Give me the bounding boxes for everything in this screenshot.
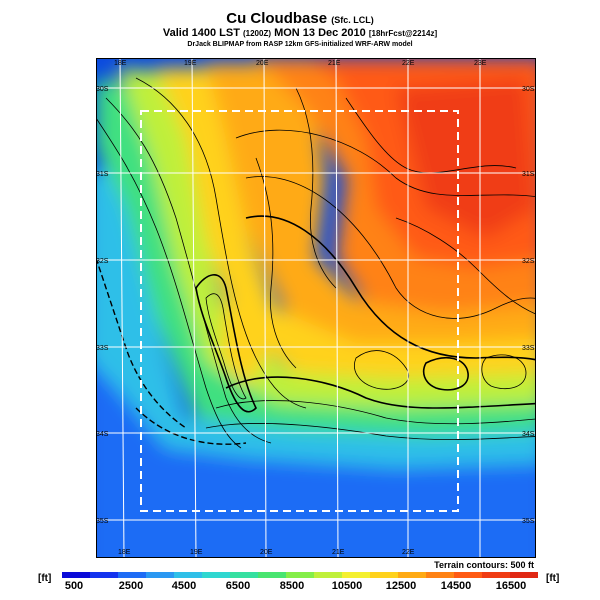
lat-label: 34S (522, 431, 535, 438)
colorbar-tick: 6500 (225, 580, 251, 592)
map-title: Cu Cloudbase (Sfc. LCL) (226, 10, 374, 27)
colorbar-tick: 10500 (331, 580, 363, 592)
colorbar-unit-left: [ft] (38, 573, 52, 584)
lon-label: 22E (402, 60, 415, 67)
colorbar-swatch (202, 572, 231, 578)
colorbar-swatch (398, 572, 427, 578)
terrain-contours (96, 77, 536, 449)
colorbar-tick: 500 (64, 580, 84, 592)
colorbar-swatch (286, 572, 315, 578)
colorbar-swatch (454, 572, 483, 578)
graticule (96, 58, 536, 558)
model-credit: DrJack BLIPMAP from RASP 12km GFS-initia… (187, 41, 413, 48)
lon-label: 23E (474, 60, 487, 67)
terrain-contour-note: Terrain contours: 500 ft (434, 560, 534, 570)
colorbar-tick: 12500 (385, 580, 417, 592)
colorbar-tick: 2500 (118, 580, 144, 592)
lon-labels-top: 18E 19E 20E 21E 22E 23E (114, 60, 487, 67)
lat-label: 31S (522, 171, 535, 178)
colorbar (62, 572, 538, 578)
lat-label: 30S (522, 86, 535, 93)
colorbar-tick: 4500 (171, 580, 197, 592)
lon-labels-bottom: 18E 19E 20E 21E 22E (118, 549, 415, 556)
colorbar-swatch (174, 572, 203, 578)
lon-label: 21E (332, 549, 345, 556)
lon-label: 20E (256, 60, 269, 67)
colorbar-tick: 14500 (440, 580, 472, 592)
colorbar-swatch (342, 572, 371, 578)
lon-label: 20E (260, 549, 273, 556)
colorbar-unit-right: [ft] (546, 573, 560, 584)
lat-label: 33S (522, 345, 535, 352)
lon-label: 18E (118, 549, 131, 556)
colorbar-swatch (62, 572, 91, 578)
inner-domain-box (140, 110, 459, 512)
lon-label: 18E (114, 60, 127, 67)
colorbar-tick: 16500 (495, 580, 527, 592)
lat-label: 32S (96, 258, 109, 265)
colorbar-swatch (314, 572, 343, 578)
valid-time: Valid 1400 LST (1200Z) MON 13 Dec 2010 [… (162, 27, 438, 39)
colorbar-swatch (482, 572, 511, 578)
colorbar-swatch (258, 572, 287, 578)
colorbar-swatch (146, 572, 175, 578)
lon-label: 19E (190, 549, 203, 556)
colorbar-swatch (118, 572, 147, 578)
lat-label: 35S (522, 518, 535, 525)
lat-label: 34S (96, 431, 109, 438)
lon-label: 19E (184, 60, 197, 67)
lat-label: 33S (96, 345, 109, 352)
cloudbase-map: 18E 19E 20E 21E 22E 23E 18E 19E 20E 21E … (96, 58, 536, 558)
colorbar-swatch (370, 572, 399, 578)
lon-label: 21E (328, 60, 341, 67)
lon-label: 22E (402, 549, 415, 556)
lat-labels-left: 30S 31S 32S 33S 34S 35S (96, 86, 109, 525)
lat-labels-right: 30S 31S 32S 33S 34S 35S (522, 86, 535, 525)
lat-label: 32S (522, 258, 535, 265)
colorbar-swatch (230, 572, 259, 578)
colorbar-tick: 8500 (279, 580, 305, 592)
lat-label: 30S (96, 86, 109, 93)
colorbar-swatch (426, 572, 455, 578)
lat-label: 35S (96, 518, 109, 525)
colorbar-swatch (90, 572, 119, 578)
color-field (96, 58, 536, 558)
lat-label: 31S (96, 171, 109, 178)
colorbar-swatch (510, 572, 538, 578)
